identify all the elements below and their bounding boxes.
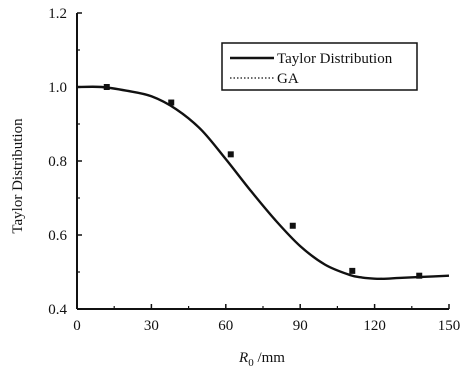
data-point-ga <box>349 267 356 274</box>
x-tick-label: 0 <box>73 318 81 334</box>
legend-label-taylor-distribution: Taylor Distribution <box>277 51 393 67</box>
x-tick-label: 30 <box>144 318 159 334</box>
x-tick-label: 120 <box>363 318 386 334</box>
axes: 0 30 60 90 120 150 0.4 0.6 0.8 1.0 1.2 <box>48 6 460 334</box>
legend-box <box>221 42 418 91</box>
x-axis-title: R0 /mm <box>238 350 285 369</box>
y-tick-label: 1.0 <box>48 80 67 96</box>
data-point-ga <box>289 222 296 229</box>
series-line-taylor-distribution <box>76 85 450 280</box>
plot-area <box>76 84 450 280</box>
data-point-ga <box>227 151 234 158</box>
legend: Taylor Distribution GA <box>221 42 418 91</box>
y-tick-label: 0.8 <box>48 154 67 170</box>
x-tick-label: 90 <box>293 318 308 334</box>
y-tick-label: 0.4 <box>48 302 67 318</box>
y-axis-title: Taylor Distribution <box>10 118 26 234</box>
x-tick-label: 150 <box>438 318 461 334</box>
data-point-ga <box>168 99 175 106</box>
data-point-ga <box>103 84 110 90</box>
legend-label-ga: GA <box>277 71 299 87</box>
data-point-ga <box>416 272 423 279</box>
y-tick-label: 0.6 <box>48 228 67 244</box>
y-tick-label: 1.2 <box>48 6 67 22</box>
x-tick-label: 60 <box>218 318 233 334</box>
